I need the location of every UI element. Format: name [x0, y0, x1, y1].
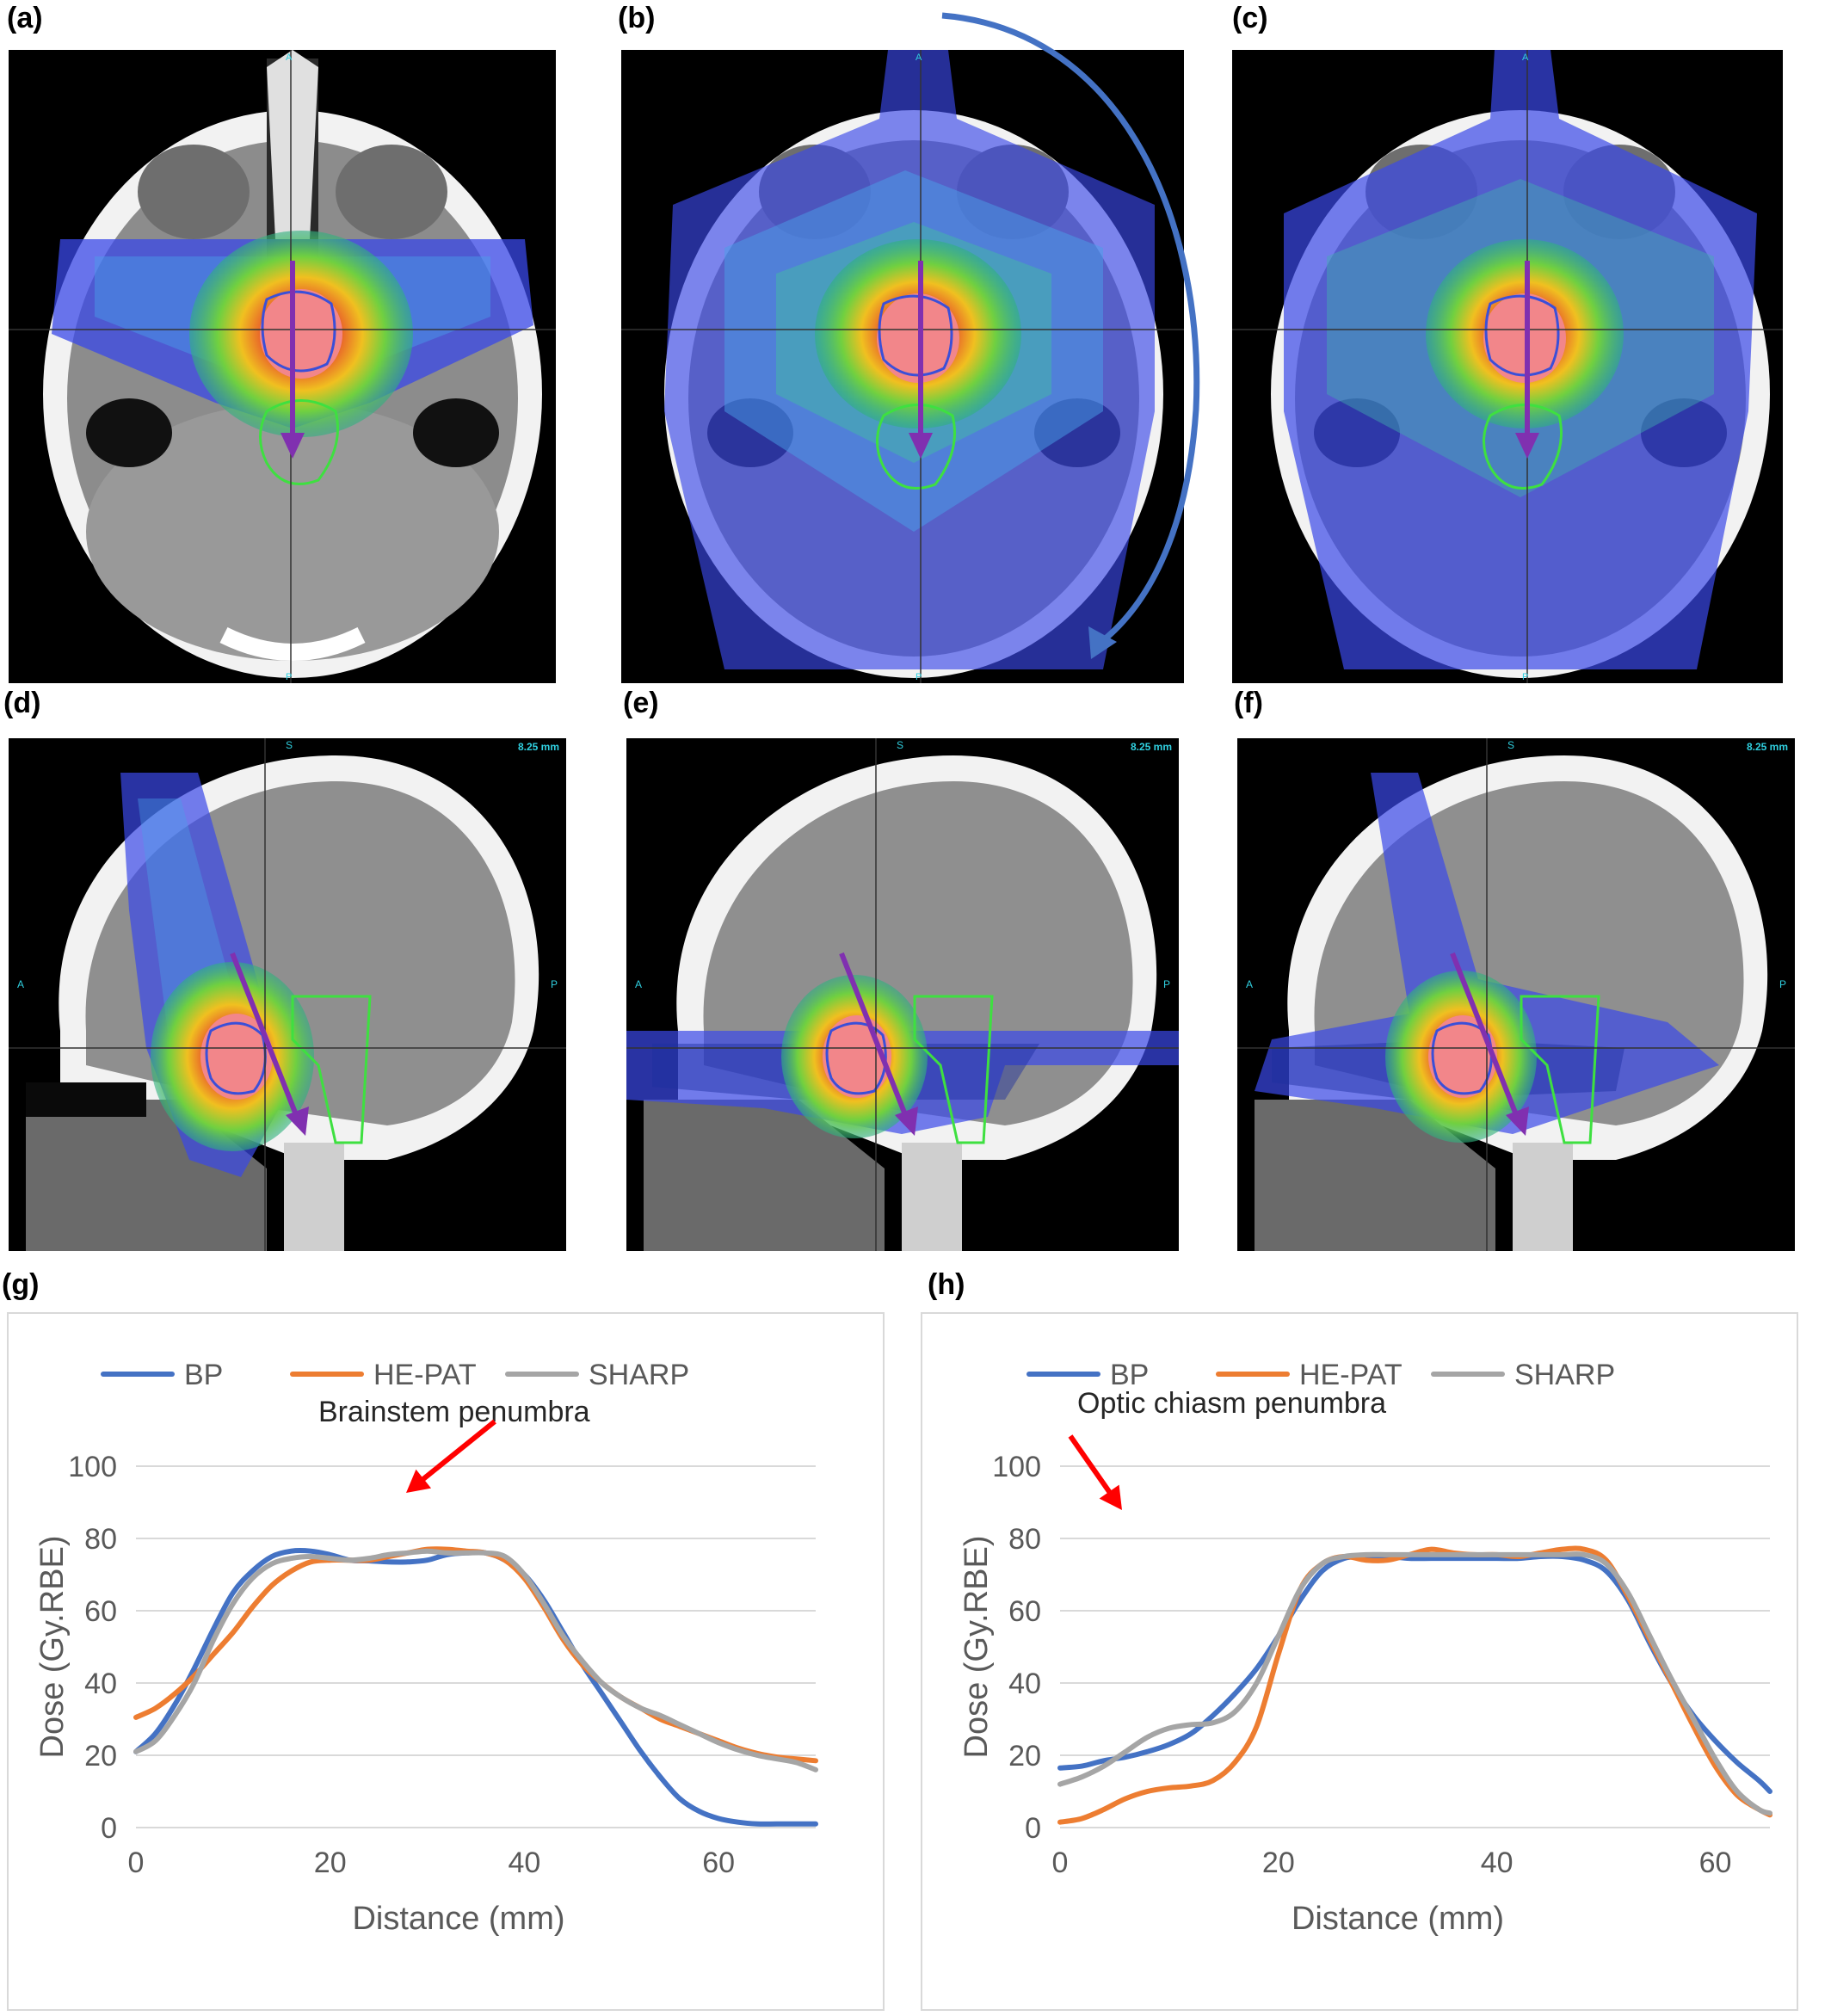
y-tick-label: 60	[84, 1595, 117, 1628]
legend-label-bp: BP	[1110, 1359, 1149, 1391]
legend-label-he-pat: HE-PAT	[373, 1359, 477, 1391]
series-line-he-pat	[133, 1546, 818, 1764]
orient-left-e: A	[635, 978, 642, 990]
x-tick-label: 40	[509, 1846, 541, 1879]
ct-sagittal-panel-e: S A P 8.25 mm	[626, 738, 1179, 1251]
legend-label-sharp: SHARP	[589, 1359, 689, 1391]
chart-h-frame: 0 20 40 60 80 100 0 20 40 60 Distance (mm) Dose (Gy…	[921, 1312, 1798, 2011]
scale-readout-e: 8.25 mm	[1131, 741, 1172, 753]
annotation-arrow-head	[1099, 1484, 1122, 1510]
series-line-sharp	[133, 1548, 818, 1772]
orient-top-a: A	[286, 52, 293, 63]
annotation-label: Brainstem penumbra	[318, 1396, 590, 1428]
y-tick-label: 20	[1008, 1740, 1041, 1772]
dose-wash-b	[664, 50, 1155, 669]
x-tick-label: 0	[128, 1846, 145, 1879]
panel-label-f: (f)	[1234, 687, 1263, 719]
dose-wash-f	[1255, 773, 1719, 1144]
panel-label-d: (d)	[3, 687, 41, 719]
y-tick-label: 80	[1008, 1523, 1041, 1556]
y-tick-label: 0	[1025, 1812, 1041, 1845]
series-line-he-pat	[1057, 1545, 1772, 1825]
legend-label-sharp: SHARP	[1514, 1359, 1615, 1391]
orient-right-f: P	[1779, 978, 1786, 990]
panel-label-e: (e)	[623, 687, 659, 719]
orient-right-d: P	[551, 978, 558, 990]
orient-left-f: A	[1246, 978, 1253, 990]
panel-label-a: (a)	[7, 2, 43, 34]
series-line-bp	[133, 1548, 818, 1827]
panel-label-c: (c)	[1232, 2, 1268, 34]
annotation-arrow-head	[406, 1469, 432, 1493]
x-tick-label: 60	[702, 1846, 735, 1879]
series-line-sharp	[1057, 1551, 1772, 1816]
y-axis-label: Dose (Gy.RBE)	[34, 1535, 71, 1758]
dose-wash-c	[1284, 50, 1757, 669]
y-tick-label: 40	[1008, 1668, 1041, 1700]
y-tick-label: 100	[68, 1451, 117, 1483]
orient-bottom-b: P	[916, 672, 922, 682]
dose-wash-e	[626, 975, 1179, 1144]
dose-profile-chart-g: 0 20 40 60 80 100 0 20 40 60 Distance (mm) Dose (Gy…	[34, 1359, 818, 1937]
orient-top-b: A	[916, 52, 922, 63]
x-tick-label: 40	[1481, 1846, 1514, 1879]
y-tick-label: 0	[101, 1812, 117, 1845]
x-tick-label: 0	[1052, 1846, 1069, 1879]
dose-profile-chart-h: 0 20 40 60 80 100 0 20 40 60 Distance (mm) Dose (Gy…	[959, 1359, 1772, 1937]
y-tick-label: 60	[1008, 1595, 1041, 1628]
orient-top-d: S	[286, 739, 293, 751]
x-tick-label: 60	[1699, 1846, 1732, 1879]
rotation-arrow	[941, 12, 1200, 659]
ct-sagittal-panel-d: S A P 8.25 mm	[9, 738, 566, 1251]
dose-wash-d	[120, 773, 372, 1177]
orient-left-d: A	[17, 978, 24, 990]
x-axis-label: Distance (mm)	[1292, 1901, 1504, 1937]
orient-top-f: S	[1507, 739, 1514, 751]
orient-top-c: A	[1522, 52, 1529, 63]
y-tick-label: 80	[84, 1523, 117, 1556]
panel-label-h: (h)	[928, 1268, 965, 1301]
y-axis-label: Dose (Gy.RBE)	[959, 1535, 995, 1758]
ct-sagittal-panel-f: S A P 8.25 mm	[1237, 738, 1795, 1251]
annotation-label: Optic chiasm penumbra	[1077, 1387, 1386, 1420]
annotation-arrow-shaft	[411, 1419, 496, 1489]
orient-bottom-c: P	[1522, 672, 1528, 682]
y-tick-label: 40	[84, 1668, 117, 1700]
scale-readout-f: 8.25 mm	[1747, 741, 1788, 753]
legend-label-bp: BP	[184, 1359, 223, 1391]
panel-label-b: (b)	[618, 2, 656, 34]
ct-axial-panel-a: A P	[9, 50, 556, 683]
ct-axial-panel-b: A P	[621, 50, 1184, 683]
panel-label-g: (g)	[2, 1268, 40, 1301]
orient-right-e: P	[1163, 978, 1170, 990]
y-tick-label: 20	[84, 1740, 117, 1772]
scale-readout-d: 8.25 mm	[518, 741, 559, 753]
x-axis-label: Distance (mm)	[352, 1901, 564, 1937]
ct-axial-panel-c: A P	[1232, 50, 1783, 683]
orient-bottom-a: P	[286, 672, 292, 682]
legend-label-he-pat: HE-PAT	[1299, 1359, 1403, 1391]
x-tick-label: 20	[1262, 1846, 1295, 1879]
chart-g-frame: 0 20 40 60 80 100 0 20 40 60 Distance (mm) Dose (Gy…	[7, 1312, 885, 2011]
orient-top-e: S	[897, 739, 903, 751]
y-tick-label: 100	[992, 1451, 1041, 1483]
x-tick-label: 20	[314, 1846, 347, 1879]
